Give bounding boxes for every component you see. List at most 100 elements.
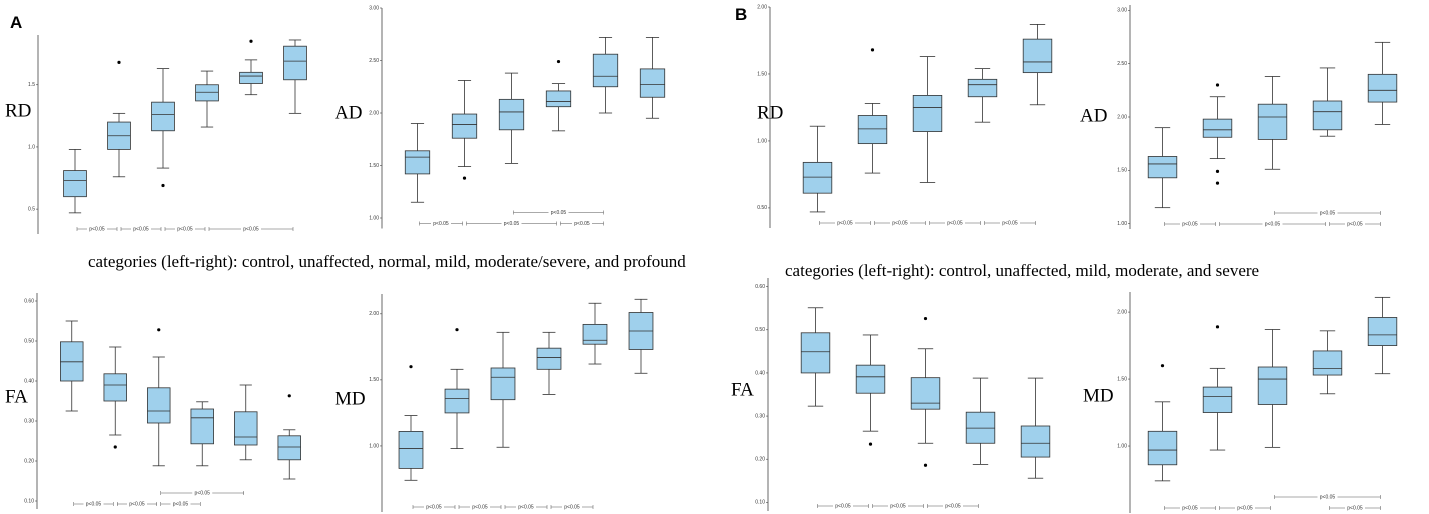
- bracket-label-bg: [835, 220, 855, 226]
- box: [103, 373, 127, 402]
- bracket-label-bg: [1262, 221, 1283, 227]
- y-tick-label: 1.50: [369, 377, 379, 383]
- y-tick-label: 2.50: [369, 58, 379, 64]
- outlier: [1215, 169, 1220, 173]
- box: [398, 431, 424, 469]
- outlier: [868, 442, 873, 446]
- y-axis-label: RD: [757, 102, 783, 123]
- outlier: [249, 39, 253, 43]
- bracket-label-bg: [1345, 221, 1365, 227]
- box: [545, 90, 572, 108]
- box: [498, 98, 525, 131]
- bracket-label: p<0.05: [564, 504, 580, 510]
- bracket-label: p<0.05: [1182, 221, 1198, 227]
- bracket-label-bg: [1180, 221, 1200, 227]
- outlier: [556, 59, 561, 64]
- y-tick-label: 0.10: [755, 500, 765, 506]
- box: [536, 347, 562, 370]
- bracket-label-bg: [241, 226, 261, 232]
- y-axis-label: MD: [1083, 385, 1114, 406]
- box: [1020, 425, 1051, 458]
- y-tick-label: 0.10: [24, 498, 34, 504]
- bracket-label-bg: [83, 501, 104, 507]
- bracket-label: p<0.05: [1347, 221, 1363, 227]
- y-tick-label: 0.20: [755, 457, 765, 463]
- bracket-label: p<0.05: [551, 210, 567, 216]
- bracket-label-bg: [562, 504, 582, 510]
- box: [1022, 38, 1053, 74]
- y-tick-label: 0.20: [24, 458, 34, 464]
- bracket-label-bg: [548, 209, 569, 216]
- box: [195, 84, 219, 102]
- outlier: [161, 183, 165, 188]
- y-axis-label: AD: [335, 102, 362, 123]
- bracket-label-bg: [890, 220, 910, 226]
- box: [967, 78, 998, 98]
- y-tick-label: 0.50: [755, 327, 765, 333]
- bracket-label: p<0.05: [1265, 221, 1281, 227]
- box: [802, 161, 833, 194]
- box: [151, 101, 175, 132]
- bracket-label-bg: [945, 220, 965, 226]
- bracket-label: p<0.05: [173, 501, 189, 507]
- bracket-label: p<0.05: [890, 503, 906, 509]
- box: [451, 113, 478, 139]
- outlier: [455, 328, 459, 332]
- y-tick-label: 2.00: [1117, 114, 1127, 120]
- outlier: [117, 60, 121, 64]
- y-tick-label: 0.5: [28, 206, 35, 212]
- y-tick-label: 1.00: [369, 443, 379, 449]
- bracket-label: p<0.05: [1182, 505, 1198, 511]
- bracket-label: p<0.05: [133, 226, 149, 232]
- bracket-label: p<0.05: [837, 220, 853, 226]
- bracket-label: p<0.05: [472, 504, 488, 510]
- bracket-label-bg: [424, 504, 444, 510]
- bracket-label: p<0.05: [243, 226, 259, 232]
- bracket-label-bg: [87, 226, 107, 232]
- bracket-label-bg: [1000, 220, 1020, 226]
- box: [1257, 103, 1288, 140]
- bracket-label: p<0.05: [574, 221, 590, 227]
- bracket-label-bg: [470, 504, 490, 510]
- y-tick-label: 3.00: [369, 5, 379, 11]
- box: [1202, 118, 1233, 138]
- bracket-label: p<0.05: [945, 503, 961, 509]
- box: [1367, 73, 1398, 103]
- y-axis-label: FA: [731, 379, 754, 400]
- box: [1147, 156, 1178, 179]
- y-tick-label: 1.50: [369, 163, 379, 169]
- box: [277, 435, 301, 461]
- y-axis-label: MD: [335, 388, 366, 409]
- y-tick-label: 2.00: [1117, 309, 1127, 315]
- box: [1257, 366, 1288, 405]
- bracket-label-bg: [1317, 494, 1338, 500]
- bracket-label: p<0.05: [518, 504, 534, 510]
- caption: categories (left-right): control, unaffe…: [88, 252, 686, 271]
- outlier: [287, 394, 291, 398]
- y-axis-label: AD: [1080, 105, 1107, 126]
- box: [190, 408, 214, 445]
- outlier: [1215, 83, 1220, 87]
- y-tick-label: 0.30: [24, 418, 34, 424]
- y-tick-label: 2.50: [1117, 61, 1127, 67]
- y-tick-label: 1.00: [757, 138, 767, 144]
- box: [857, 115, 888, 145]
- bracket-label: p<0.05: [504, 221, 520, 227]
- box: [1147, 430, 1178, 466]
- box: [404, 150, 431, 175]
- bracket-label-bg: [943, 503, 963, 509]
- box: [592, 53, 619, 88]
- bracket-label: p<0.05: [86, 501, 102, 507]
- box: [147, 387, 171, 424]
- box: [1367, 317, 1398, 346]
- y-tick-label: 1.00: [1117, 221, 1127, 227]
- bracket-label: p<0.05: [1320, 210, 1336, 216]
- y-axis-label: RD: [5, 100, 31, 121]
- bracket-label-bg: [572, 220, 592, 227]
- box: [800, 332, 831, 374]
- outlier: [870, 48, 875, 52]
- y-tick-label: 1.5: [28, 82, 35, 88]
- box: [444, 388, 470, 414]
- y-tick-label: 0.60: [24, 298, 34, 304]
- outlier: [157, 328, 161, 332]
